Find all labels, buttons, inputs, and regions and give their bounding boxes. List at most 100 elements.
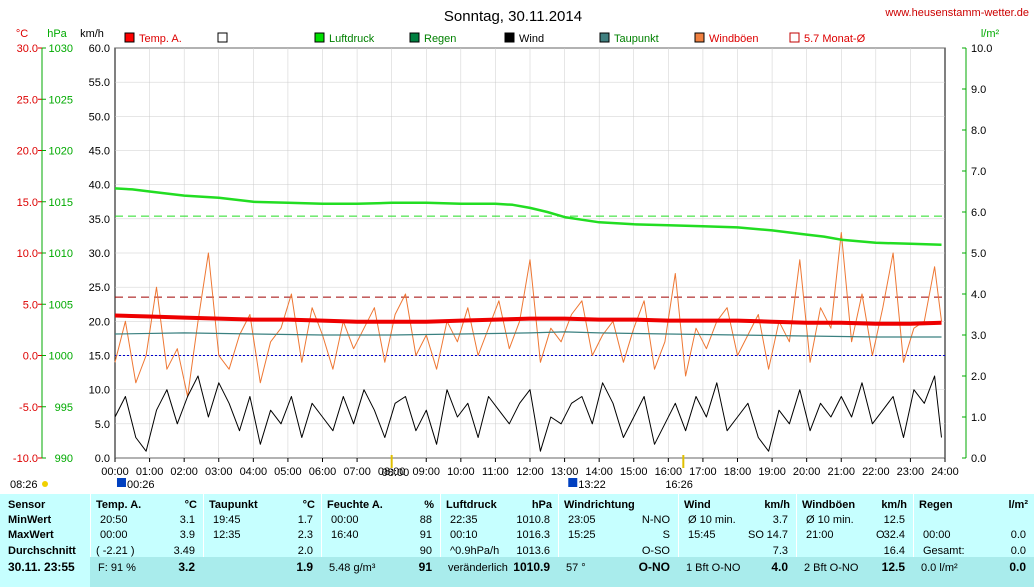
column-footer bbox=[90, 557, 203, 587]
row-time: 12:35 bbox=[213, 529, 241, 541]
temp-tick-label: 20.0 bbox=[17, 146, 38, 158]
unit-hpa-label: hPa bbox=[47, 28, 67, 40]
temp-tick-label: 5.0 bbox=[23, 299, 38, 311]
row-direction: SO bbox=[748, 529, 764, 541]
row-label-max: MaxWert bbox=[8, 529, 54, 541]
row-value: 1016.3 bbox=[516, 529, 550, 541]
legend-swatch bbox=[124, 32, 135, 43]
row-value: 1.7 bbox=[297, 514, 313, 526]
unit-temp-label: °C bbox=[16, 28, 28, 40]
x-tick-label: 23:00 bbox=[897, 466, 925, 478]
kmh-tick-label: 5.0 bbox=[95, 419, 110, 431]
column-header: Taupunkt bbox=[209, 499, 258, 511]
x-tick-label: 18:00 bbox=[724, 466, 752, 478]
row-time: Gesamt: bbox=[923, 545, 965, 557]
rain-tick-label: 5.0 bbox=[971, 248, 986, 260]
stats-wind-column: Wind km/h Ø 10 min. 3.7 15:45 SO 14.7 7.3 1 Bft … bbox=[678, 494, 797, 587]
sun-icon bbox=[42, 481, 48, 487]
chart-legend: Temp. A. Luftdruck Regen Wind Taupunkt Windbö… bbox=[124, 32, 866, 45]
row-value: 3.49 bbox=[173, 545, 195, 557]
row-value: 16.4 bbox=[883, 545, 905, 557]
dew-series bbox=[114, 331, 942, 338]
footer-note: F: 91 % bbox=[98, 562, 136, 574]
x-tick-label: 06:00 bbox=[309, 466, 337, 478]
column-header: Temp. A. bbox=[96, 499, 142, 511]
row-time: 19:45 bbox=[213, 514, 241, 526]
legend-label: Wind bbox=[519, 33, 544, 45]
stats-sensor-column: Sensor MinWert MaxWert Durchschnitt 30.1… bbox=[0, 494, 91, 587]
column-header: Luftdruck bbox=[446, 499, 497, 511]
row-time: 00:00 bbox=[100, 529, 128, 541]
row-time: 21:00 bbox=[806, 529, 834, 541]
column-footer bbox=[440, 557, 558, 587]
legend-label: Windböen bbox=[709, 33, 759, 45]
chart-series bbox=[114, 187, 942, 452]
sunset-label: 16:26 bbox=[665, 479, 693, 491]
x-tick-label: 08:00 bbox=[378, 466, 406, 478]
low-marker-label: 00:26 bbox=[127, 479, 155, 491]
footer-value: 1.9 bbox=[296, 560, 313, 574]
stats-temp-column: Temp. A. °C 20:50 3.1 00:00 3.9 ( -2.21 ) 3.49 F… bbox=[90, 494, 204, 587]
row-time: Ø 10 min. bbox=[688, 514, 736, 526]
footer-value: O-NO bbox=[638, 560, 670, 574]
chart-grid bbox=[114, 47, 946, 459]
temp-tick-label: 0.0 bbox=[23, 351, 38, 363]
column-footer bbox=[796, 557, 913, 587]
temp-tick-label: 15.0 bbox=[17, 197, 38, 209]
hpa-tick-label: 1030 bbox=[49, 43, 73, 55]
rain-tick-label: 3.0 bbox=[971, 330, 986, 342]
footer-value: 0.0 bbox=[1009, 560, 1026, 574]
footer-value: 1010.9 bbox=[513, 560, 550, 574]
hpa-tick-label: 1015 bbox=[49, 197, 73, 209]
x-tick-label: 20:00 bbox=[793, 466, 821, 478]
legend-swatch bbox=[314, 32, 325, 43]
kmh-tick-label: 55.0 bbox=[89, 77, 110, 89]
rain-tick-label: 0.0 bbox=[971, 453, 986, 465]
column-unit: hPa bbox=[531, 499, 552, 511]
row-time: 15:45 bbox=[688, 529, 716, 541]
rain-tick-label: 9.0 bbox=[971, 84, 986, 96]
hpa-tick-label: 1010 bbox=[49, 248, 73, 260]
row-value: 3.7 bbox=[772, 514, 788, 526]
legend-swatch bbox=[217, 32, 228, 43]
column-header: Windrichtung bbox=[564, 499, 635, 511]
column-footer bbox=[913, 557, 1034, 587]
x-tick-label: 10:00 bbox=[447, 466, 475, 478]
column-footer bbox=[678, 557, 796, 587]
sensor-header: Sensor bbox=[8, 499, 46, 511]
footer-value: 12.5 bbox=[881, 560, 905, 574]
x-tick-label: 16:00 bbox=[655, 466, 683, 478]
footer-value: 91 bbox=[418, 560, 432, 574]
legend-label: Temp. A. bbox=[139, 33, 182, 45]
kmh-tick-label: 40.0 bbox=[89, 180, 110, 192]
pressure-series bbox=[114, 187, 942, 247]
rain-tick-label: 4.0 bbox=[971, 289, 986, 301]
hpa-tick-label: 995 bbox=[55, 402, 73, 414]
kmh-tick-label: 15.0 bbox=[89, 351, 110, 363]
row-label-min: MinWert bbox=[8, 514, 52, 526]
hpa-tick-label: 1025 bbox=[49, 94, 73, 106]
footer-note: 0.0 l/m² bbox=[921, 562, 958, 574]
x-tick-label: 03:00 bbox=[205, 466, 233, 478]
x-tick-label: 13:00 bbox=[551, 466, 579, 478]
row-time: 22:35 bbox=[450, 514, 478, 526]
day-start-label: 08:26 bbox=[10, 479, 38, 491]
row-label-avg: Durchschnitt bbox=[8, 545, 76, 557]
legend-swatch bbox=[409, 32, 420, 43]
weather-chart: Sonntag, 30.11.2014 www.heusenstamm-wett… bbox=[10, 7, 1029, 491]
row-value: 2.3 bbox=[297, 529, 313, 541]
row-value: 3.9 bbox=[179, 529, 195, 541]
unit-kmh-label: km/h bbox=[80, 28, 104, 40]
stats-pressure-column: Luftdruck hPa 22:35 1010.8 00:10 1016.3 ^0.9hP… bbox=[440, 494, 559, 587]
chart-title: Sonntag, 30.11.2014 bbox=[444, 8, 582, 25]
footer-note: 1 Bft O-NO bbox=[686, 562, 741, 574]
column-footer bbox=[558, 557, 678, 587]
legend-swatch bbox=[504, 32, 515, 43]
row-value: 1010.8 bbox=[516, 514, 550, 526]
x-tick-label: 17:00 bbox=[689, 466, 717, 478]
row-time: ( -2.21 ) bbox=[96, 545, 135, 557]
stats-humidity-column: Feuchte A.% 00:00 88 16:40 91 90 5.48 g/m³ 91 bbox=[321, 494, 441, 587]
row-time: 00:10 bbox=[450, 529, 478, 541]
temp-tick-label: -5.0 bbox=[19, 402, 38, 414]
x-tick-label: 21:00 bbox=[827, 466, 855, 478]
